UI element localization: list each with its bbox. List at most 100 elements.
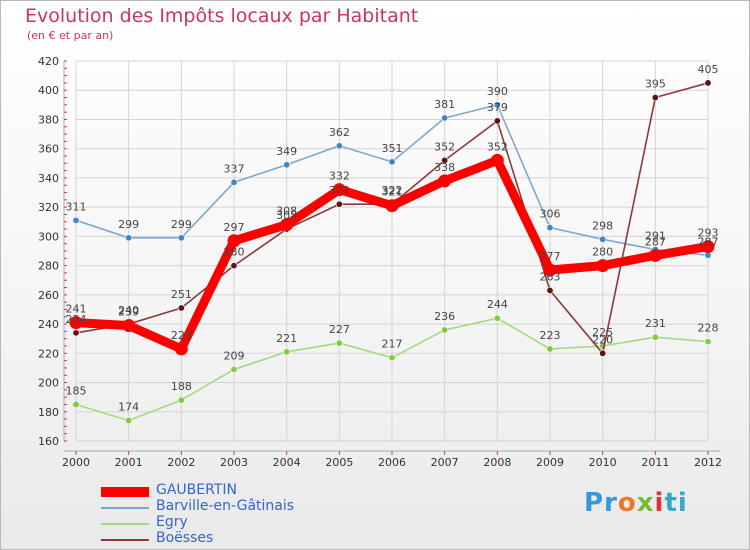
data-point bbox=[283, 161, 291, 169]
legend-label-gaubertin: GAUBERTIN bbox=[156, 482, 237, 498]
data-point bbox=[230, 365, 238, 373]
data-point bbox=[177, 396, 185, 404]
y-tick-label: 420 bbox=[38, 55, 59, 68]
data-point bbox=[283, 348, 291, 356]
data-point bbox=[599, 349, 607, 357]
legend-swatch-boesses bbox=[101, 539, 149, 541]
y-tick-label: 180 bbox=[38, 406, 59, 419]
data-label: 308 bbox=[276, 205, 297, 218]
data-point bbox=[493, 101, 501, 109]
y-tick-label: 320 bbox=[38, 201, 59, 214]
data-label: 280 bbox=[592, 246, 613, 259]
data-point bbox=[546, 345, 554, 353]
data-label: 240 bbox=[118, 304, 139, 317]
data-label: 306 bbox=[540, 208, 561, 221]
data-label: 291 bbox=[645, 230, 666, 243]
data-label: 220 bbox=[592, 333, 613, 346]
data-point bbox=[335, 142, 343, 150]
data-point bbox=[72, 216, 80, 224]
logo-part-1: Pr bbox=[584, 488, 618, 518]
y-tick-label: 360 bbox=[38, 143, 59, 156]
data-point bbox=[335, 339, 343, 347]
logo-part-5: ti bbox=[664, 488, 688, 518]
legend-swatch-egry bbox=[101, 523, 149, 525]
data-label: 321 bbox=[382, 186, 403, 199]
y-tick-label: 220 bbox=[38, 347, 59, 360]
proxiti-logo: Proxiti bbox=[584, 488, 688, 518]
x-tick-label: 2006 bbox=[378, 456, 406, 469]
data-label: 234 bbox=[66, 313, 87, 326]
data-point bbox=[441, 156, 449, 164]
legend-swatch-barville bbox=[101, 507, 149, 509]
data-label: 188 bbox=[171, 380, 192, 393]
data-label: 225 bbox=[592, 326, 613, 339]
x-tick-label: 2001 bbox=[115, 456, 143, 469]
data-point bbox=[230, 178, 238, 186]
data-point bbox=[125, 234, 133, 242]
data-label: 332 bbox=[329, 170, 350, 183]
data-label: 277 bbox=[540, 250, 561, 263]
data-point bbox=[125, 417, 133, 425]
data-label: 338 bbox=[434, 161, 455, 174]
data-label: 405 bbox=[698, 63, 719, 76]
data-label: 185 bbox=[66, 384, 87, 397]
legend-label-boesses: Boësses bbox=[156, 530, 214, 546]
data-point bbox=[704, 79, 712, 87]
x-tick-label: 2007 bbox=[431, 456, 459, 469]
data-point bbox=[335, 200, 343, 208]
x-tick-label: 2005 bbox=[325, 456, 353, 469]
y-tick-label: 160 bbox=[38, 435, 59, 448]
data-label: 280 bbox=[224, 246, 245, 259]
data-label: 223 bbox=[540, 329, 561, 342]
data-point bbox=[704, 338, 712, 346]
data-label: 263 bbox=[540, 270, 561, 283]
data-label: 349 bbox=[276, 145, 297, 158]
data-label: 298 bbox=[592, 219, 613, 232]
x-tick-label: 2004 bbox=[273, 456, 301, 469]
data-point bbox=[441, 326, 449, 334]
data-label: 293 bbox=[698, 227, 719, 240]
data-point bbox=[704, 251, 712, 259]
data-label: 241 bbox=[66, 303, 87, 316]
y-tick-label: 340 bbox=[38, 172, 59, 185]
data-label: 223 bbox=[171, 329, 192, 342]
data-label: 379 bbox=[487, 101, 508, 114]
x-tick-label: 2011 bbox=[641, 456, 669, 469]
data-point bbox=[72, 329, 80, 337]
data-label: 352 bbox=[434, 140, 455, 153]
data-point bbox=[438, 174, 452, 188]
legend-label-egry: Egry bbox=[156, 514, 188, 530]
data-label: 362 bbox=[329, 126, 350, 139]
data-point bbox=[493, 117, 501, 125]
data-point bbox=[388, 354, 396, 362]
y-tick-label: 240 bbox=[38, 318, 59, 331]
data-point bbox=[546, 224, 554, 232]
data-label: 390 bbox=[487, 85, 508, 98]
data-label: 299 bbox=[118, 218, 139, 231]
data-point bbox=[651, 333, 659, 341]
x-tick-label: 2008 bbox=[483, 456, 511, 469]
x-tick-label: 2002 bbox=[167, 456, 195, 469]
data-label: 297 bbox=[224, 221, 245, 234]
data-label: 352 bbox=[487, 140, 508, 153]
data-label: 299 bbox=[171, 218, 192, 231]
data-label: 174 bbox=[118, 401, 139, 414]
y-tick-label: 260 bbox=[38, 289, 59, 302]
data-point bbox=[490, 153, 504, 167]
data-label: 236 bbox=[434, 310, 455, 323]
data-point bbox=[177, 304, 185, 312]
data-label: 217 bbox=[382, 338, 403, 351]
data-point bbox=[332, 183, 346, 197]
x-tick-label: 2010 bbox=[589, 456, 617, 469]
data-point bbox=[441, 114, 449, 122]
chart-title: Evolution des Impôts locaux par Habitant bbox=[25, 5, 419, 27]
data-label: 322 bbox=[329, 184, 350, 197]
data-label: 228 bbox=[698, 322, 719, 335]
data-label: 251 bbox=[171, 288, 192, 301]
data-point bbox=[596, 259, 610, 273]
data-label: 351 bbox=[382, 142, 403, 155]
x-tick-label: 2003 bbox=[220, 456, 248, 469]
logo-part-2: o bbox=[617, 488, 637, 518]
